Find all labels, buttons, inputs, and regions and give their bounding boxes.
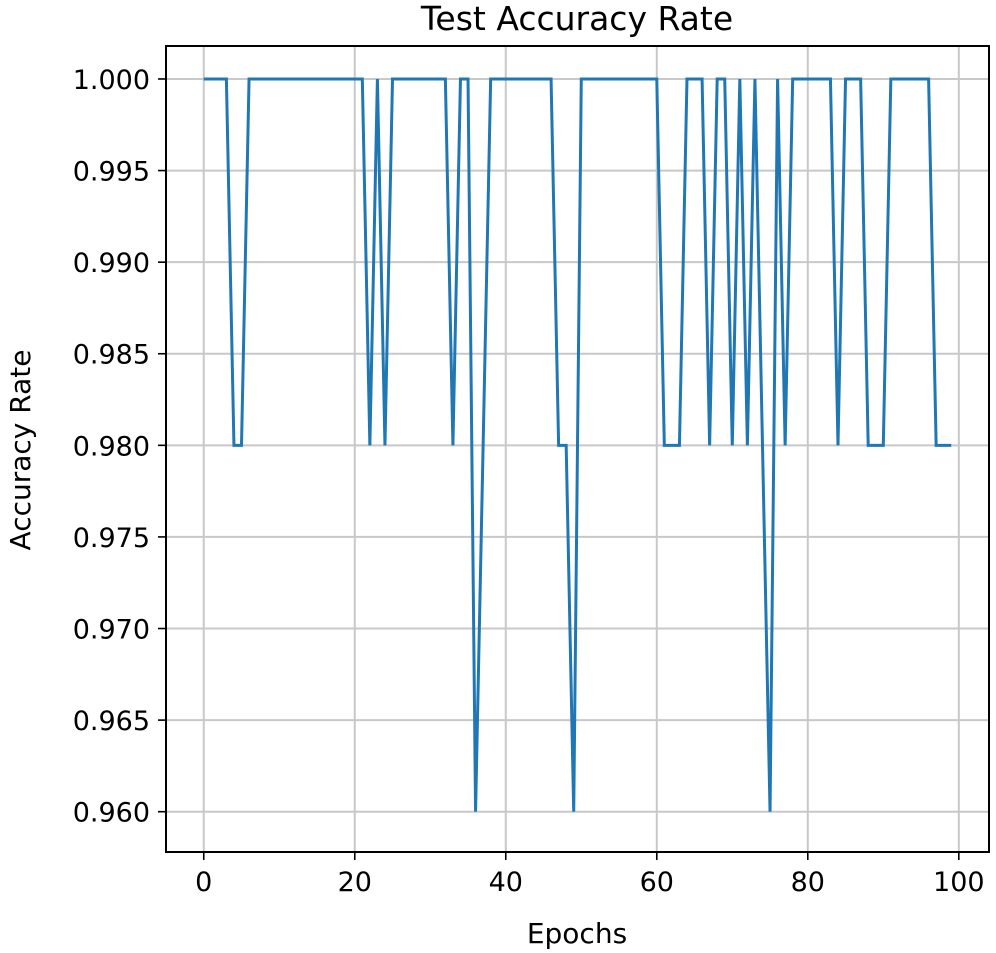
- y-tick-label: 1.000: [73, 65, 150, 96]
- axis-ticks: 0 20 40 60 80 100 0.960 0.965 0.970 0.975 0.980 0.9…: [73, 65, 985, 898]
- x-tick-label: 60: [640, 867, 674, 898]
- x-tick-label: 80: [791, 867, 825, 898]
- chart-title: Test Accuracy Rate: [420, 0, 733, 38]
- y-tick-label: 0.980: [73, 431, 150, 462]
- x-axis-label: Epochs: [527, 917, 627, 950]
- y-tick-label: 0.985: [73, 340, 150, 371]
- y-tick-label: 0.975: [73, 523, 150, 554]
- y-tick-label: 0.965: [73, 706, 150, 737]
- x-tick-label: 20: [338, 867, 372, 898]
- x-tick-label: 100: [933, 867, 985, 898]
- y-axis-label: Accuracy Rate: [4, 350, 37, 551]
- x-tick-label: 0: [195, 867, 212, 898]
- plot-frame: [165, 45, 990, 853]
- x-tick-label: 40: [489, 867, 523, 898]
- y-tick-label: 0.990: [73, 248, 150, 279]
- y-tick-label: 0.960: [73, 798, 150, 829]
- grid: [166, 46, 989, 852]
- series-line: [203, 77, 952, 812]
- y-tick-label: 0.995: [73, 157, 150, 188]
- y-tick-label: 0.970: [73, 615, 150, 646]
- series-layer: [203, 77, 952, 812]
